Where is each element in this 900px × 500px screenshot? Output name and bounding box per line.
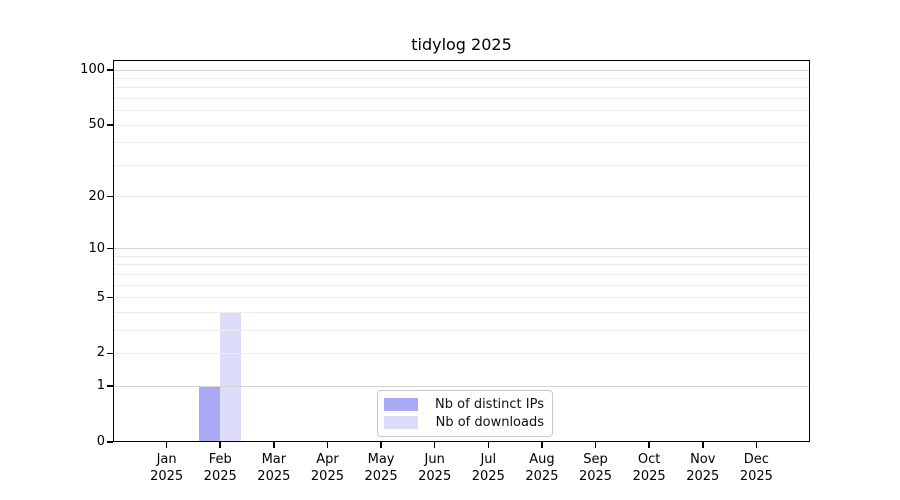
legend-label: Nb of distinct IPs — [435, 397, 544, 412]
bar-nb-of-downloads — [220, 312, 242, 442]
y-tick-mark — [107, 124, 113, 126]
x-tick-label: Sep 2025 — [578, 452, 613, 484]
gridline-minor — [113, 77, 810, 79]
y-tick-label: 100 — [80, 62, 105, 77]
x-tick-mark — [165, 442, 168, 448]
gridline-minor — [113, 87, 810, 89]
gridline-minor — [113, 255, 810, 257]
gridline-major — [113, 248, 810, 250]
y-tick-mark — [107, 296, 113, 299]
gridline-minor — [113, 311, 810, 313]
x-tick-label: Apr 2025 — [310, 452, 344, 484]
y-tick-label: 20 — [88, 188, 105, 204]
gridline-minor — [113, 284, 810, 286]
y-tick-mark — [107, 195, 113, 198]
x-tick-mark — [433, 442, 436, 448]
y-tick-mark — [107, 247, 113, 250]
legend-entry: Nb of downloads — [384, 415, 544, 430]
x-tick-label: Dec 2025 — [739, 452, 773, 484]
gridline-minor — [113, 352, 810, 354]
x-tick-mark — [594, 442, 597, 448]
x-tick-mark — [648, 442, 650, 448]
y-tick-label: 10 — [88, 240, 105, 256]
gridline-minor — [113, 297, 810, 299]
y-tick-label: 0 — [96, 434, 105, 449]
gridline-major — [113, 69, 810, 71]
x-tick-mark — [273, 442, 275, 448]
x-tick-mark — [380, 442, 382, 448]
plot-frame — [113, 60, 810, 442]
gridline-minor — [113, 273, 810, 275]
x-tick-label: Jul 2025 — [471, 452, 505, 484]
x-tick-label: Feb 2025 — [203, 452, 237, 484]
gridline-minor — [113, 196, 810, 198]
gridline-major — [113, 385, 810, 387]
gridline-minor — [113, 124, 810, 126]
x-tick-mark — [541, 442, 543, 448]
gridline-minor — [113, 164, 810, 166]
y-tick-mark — [107, 385, 113, 387]
x-tick-mark — [755, 442, 758, 448]
x-tick-mark — [702, 442, 704, 448]
x-tick-label: May 2025 — [364, 452, 398, 484]
x-tick-label: Oct 2025 — [632, 452, 666, 484]
gridline-minor — [113, 97, 810, 99]
legend-color-swatch — [384, 416, 418, 429]
x-tick-label: Aug 2025 — [525, 452, 559, 484]
gridline-minor — [113, 142, 810, 144]
x-tick-label: Nov 2025 — [686, 452, 720, 484]
gridline-minor — [113, 264, 810, 266]
y-tick-label: 5 — [96, 289, 105, 305]
y-tick-label: 50 — [88, 117, 105, 133]
x-tick-label: Mar 2025 — [257, 452, 291, 484]
legend-color-swatch — [384, 398, 418, 411]
x-tick-mark — [219, 442, 221, 448]
x-tick-mark — [326, 442, 329, 448]
legend-entry: Nb of distinct IPs — [384, 397, 544, 412]
y-tick-label: 2 — [96, 345, 105, 361]
y-tick-mark — [107, 441, 113, 443]
x-tick-label: Jun 2025 — [418, 452, 452, 484]
gridline-minor — [113, 110, 810, 112]
x-tick-label: Jan 2025 — [150, 452, 184, 484]
y-tick-mark — [107, 352, 113, 355]
chart-title: tidylog 2025 — [411, 35, 512, 54]
y-tick-label: 1 — [96, 378, 105, 394]
legend: Nb of distinct IPs Nb of downloads — [377, 390, 553, 437]
x-tick-mark — [487, 442, 490, 448]
bar-nb-of-distinct-ips — [199, 386, 221, 442]
y-tick-mark — [107, 69, 113, 71]
legend-label: Nb of downloads — [435, 415, 544, 430]
gridline-minor — [113, 329, 810, 331]
